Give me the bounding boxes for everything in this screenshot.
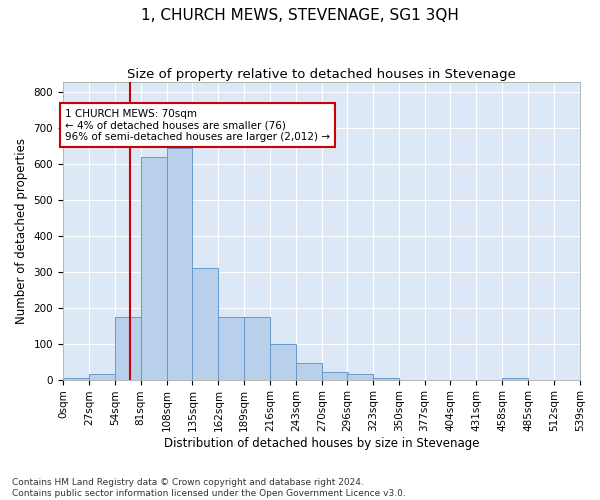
Bar [218,317,244,380]
Bar [193,268,218,380]
Bar [140,157,167,380]
Bar [270,344,296,380]
Text: Contains HM Land Registry data © Crown copyright and database right 2024.
Contai: Contains HM Land Registry data © Crown c… [12,478,406,498]
Bar [167,148,193,380]
Bar [89,374,115,380]
Bar [347,374,373,380]
Bar [322,372,348,380]
Text: 1, CHURCH MEWS, STEVENAGE, SG1 3QH: 1, CHURCH MEWS, STEVENAGE, SG1 3QH [141,8,459,22]
Bar [373,378,398,380]
Bar [63,378,89,380]
Text: 1 CHURCH MEWS: 70sqm
← 4% of detached houses are smaller (76)
96% of semi-detach: 1 CHURCH MEWS: 70sqm ← 4% of detached ho… [65,108,330,142]
Bar [502,378,528,380]
Title: Size of property relative to detached houses in Stevenage: Size of property relative to detached ho… [127,68,516,80]
Bar [296,364,322,380]
Y-axis label: Number of detached properties: Number of detached properties [15,138,28,324]
Bar [115,317,140,380]
Bar [244,317,270,380]
X-axis label: Distribution of detached houses by size in Stevenage: Distribution of detached houses by size … [164,437,479,450]
